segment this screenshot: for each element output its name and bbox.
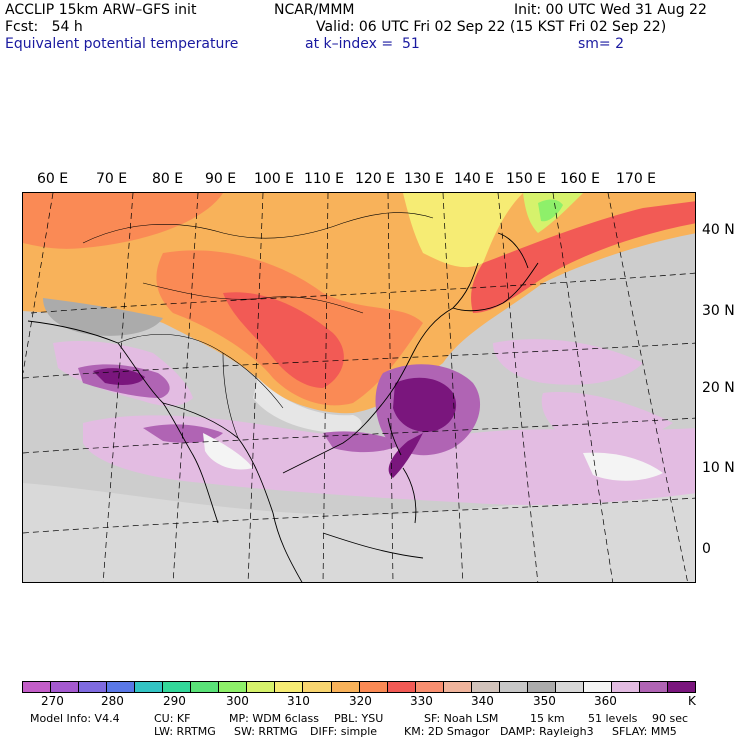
- lon-label: 90 E: [205, 171, 237, 187]
- colorbar-label: 290: [163, 694, 186, 708]
- lon-label: 150 E: [506, 171, 547, 187]
- colorbar-swatch: [331, 682, 360, 692]
- valid-time: Valid: 06 UTC Fri 02 Sep 22 (15 KST Fri …: [316, 19, 667, 35]
- colorbar-swatch: [611, 682, 641, 692]
- colorbar-swatch: [191, 682, 220, 692]
- init-time: Init: 00 UTC Wed 31 Aug 22: [514, 2, 707, 18]
- lat-label: 40 N: [702, 222, 735, 238]
- colorbar-swatch: [303, 682, 332, 692]
- smoothing-label: sm= 2: [578, 36, 625, 52]
- colorbar-swatch: [247, 682, 276, 692]
- pbl-scheme: PBL: YSU: [334, 712, 384, 725]
- field-name: Equivalent potential temperature: [5, 36, 239, 52]
- colorbar-swatch: [51, 682, 80, 692]
- colorbar-label: 360: [594, 694, 617, 708]
- forecast-hour: Fcst: 54 h: [5, 19, 83, 35]
- colorbar-swatch: [583, 682, 612, 692]
- colorbar-label: 320: [349, 694, 372, 708]
- colorbar-label: 280: [101, 694, 124, 708]
- colorbar-label: 300: [226, 694, 249, 708]
- diffusion-option: DIFF: simple: [310, 725, 378, 738]
- model-level: at k–index = 51: [305, 36, 420, 52]
- colorbar-swatch: [79, 682, 108, 692]
- colorbar-swatch: [471, 682, 500, 692]
- colorbar-label: 330: [410, 694, 433, 708]
- map-field-svg: [23, 193, 695, 582]
- km-option: KM: 2D Smagor: [404, 725, 490, 738]
- theta-e-map: [22, 192, 696, 583]
- cumulus-scheme: CU: KF: [154, 712, 191, 725]
- colorbar-swatch: [275, 682, 304, 692]
- organization-label: NCAR/MMM: [274, 2, 355, 18]
- colorbar-label: 350: [533, 694, 556, 708]
- colorbar-unit: K: [688, 694, 696, 708]
- colorbar-swatch: [107, 682, 136, 692]
- colorbar-swatch: [219, 682, 248, 692]
- colorbar-swatch: [499, 682, 528, 692]
- time-step: 90 sec: [652, 712, 689, 725]
- lon-label: 160 E: [560, 171, 601, 187]
- colorbar-swatch: [555, 682, 584, 692]
- colorbar: [22, 681, 696, 693]
- longwave-scheme: LW: RRTMG: [154, 725, 216, 738]
- vertical-levels: 51 levels: [588, 712, 638, 725]
- lon-label: 140 E: [454, 171, 495, 187]
- surface-layer-scheme: SFLAY: MM5: [612, 725, 677, 738]
- lon-label: 100 E: [254, 171, 295, 187]
- lat-label: 10 N: [702, 460, 735, 476]
- lon-label: 70 E: [96, 171, 128, 187]
- model-title: ACCLIP 15km ARW–GFS init: [5, 2, 197, 18]
- colorbar-swatch: [387, 682, 416, 692]
- colorbar-label: 340: [471, 694, 494, 708]
- microphysics-scheme: MP: WDM 6class: [229, 712, 319, 725]
- lon-label: 170 E: [616, 171, 657, 187]
- grid-spacing: 15 km: [530, 712, 565, 725]
- colorbar-label: 310: [287, 694, 310, 708]
- damping-option: DAMP: Rayleigh3: [500, 725, 594, 738]
- colorbar-swatch: [668, 682, 696, 692]
- lat-label: 20 N: [702, 380, 735, 396]
- surface-scheme: SF: Noah LSM: [424, 712, 499, 725]
- lat-label: 30 N: [702, 303, 735, 319]
- model-info: Model Info: V4.4: [30, 712, 120, 725]
- lon-label: 120 E: [355, 171, 396, 187]
- colorbar-swatch: [527, 682, 556, 692]
- lon-label: 130 E: [404, 171, 445, 187]
- colorbar-swatch: [135, 682, 164, 692]
- colorbar-swatch: [640, 682, 669, 692]
- lon-label: 60 E: [37, 171, 69, 187]
- colorbar-swatch: [23, 682, 52, 692]
- colorbar-swatch: [443, 682, 472, 692]
- colorbar-label: 270: [41, 694, 64, 708]
- colorbar-swatch: [415, 682, 444, 692]
- shortwave-scheme: SW: RRTMG: [234, 725, 298, 738]
- lon-label: 110 E: [304, 171, 345, 187]
- lon-label: 80 E: [152, 171, 184, 187]
- colorbar-swatch: [163, 682, 192, 692]
- lat-label: 0: [702, 541, 711, 557]
- colorbar-swatch: [359, 682, 388, 692]
